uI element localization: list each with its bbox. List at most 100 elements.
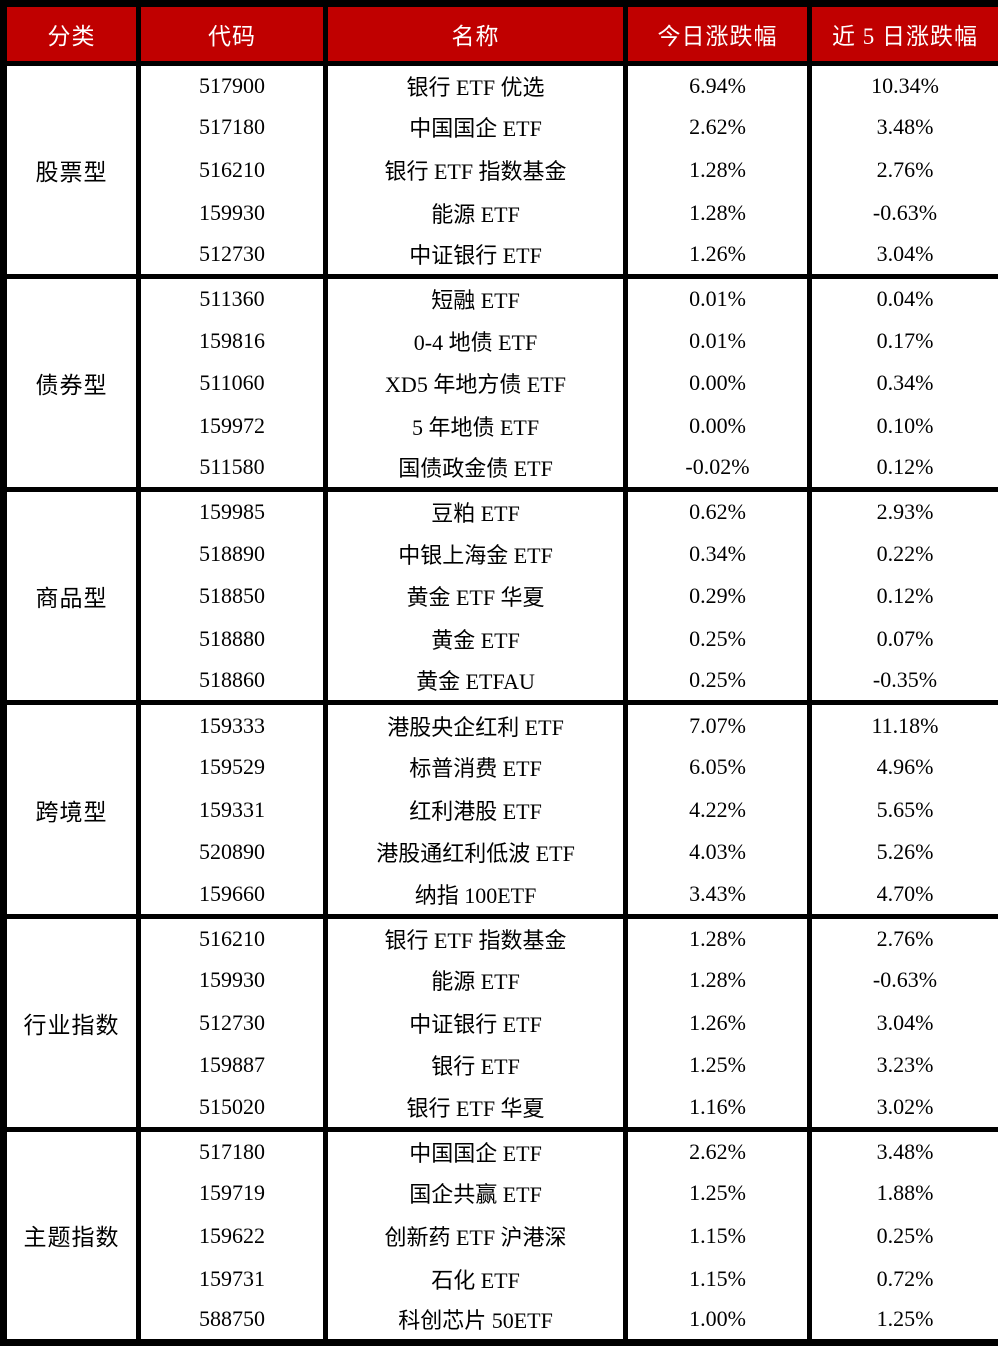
name-cell: 石化 ETF bbox=[323, 1257, 628, 1300]
today-change-cell: 3.43% bbox=[623, 873, 812, 917]
code-cell: 159331 bbox=[136, 788, 328, 831]
name-cell: 标普消费 ETF bbox=[323, 745, 628, 789]
name-cell: 中证银行 ETF bbox=[323, 1001, 628, 1044]
table-row: 512730 中证银行 ETF 1.26% 3.04% bbox=[4, 234, 998, 277]
five-day-change-cell: 2.93% bbox=[807, 489, 998, 533]
code-cell: 518890 bbox=[136, 532, 328, 576]
five-day-change-cell: 2.76% bbox=[807, 148, 998, 192]
five-day-change-cell: 4.70% bbox=[807, 873, 998, 917]
today-change-cell: 1.26% bbox=[623, 234, 812, 277]
table-row: 主题指数 517180 中国国企 ETF 2.62% 3.48% bbox=[1, 1129, 998, 1343]
name-cell: 中国国企 ETF bbox=[323, 106, 628, 149]
table-row: 159731 石化 ETF 1.15% 0.72% bbox=[4, 1257, 998, 1300]
code-cell: 159930 bbox=[136, 958, 328, 1002]
code-cell: 159972 bbox=[136, 404, 328, 448]
category-cell: 债券型 bbox=[1, 276, 141, 490]
today-change-cell: 0.62% bbox=[623, 489, 812, 533]
today-change-cell: 6.94% bbox=[623, 63, 812, 107]
today-change-cell: 0.01% bbox=[623, 276, 812, 320]
five-day-change-cell: 5.26% bbox=[807, 830, 998, 874]
today-change-cell: 1.26% bbox=[623, 1001, 812, 1044]
code-cell: 159816 bbox=[136, 319, 328, 362]
table-row: 159331 红利港股 ETF 4.22% 5.65% bbox=[4, 788, 998, 831]
name-cell: 国企共赢 ETF bbox=[323, 1171, 628, 1215]
table-row: 518880 黄金 ETF 0.25% 0.07% bbox=[4, 617, 998, 661]
code-cell: 159930 bbox=[136, 191, 328, 234]
name-cell: 港股央企红利 ETF bbox=[323, 702, 628, 746]
table-row: 159719 国企共赢 ETF 1.25% 1.88% bbox=[4, 1171, 998, 1215]
category-cell: 股票型 bbox=[1, 63, 141, 277]
today-change-cell: -0.02% bbox=[623, 447, 812, 490]
today-change-cell: 1.28% bbox=[623, 191, 812, 234]
table-row: 512730 中证银行 ETF 1.26% 3.04% bbox=[4, 1001, 998, 1044]
today-change-cell: 1.28% bbox=[623, 916, 812, 959]
table-row: 588750 科创芯片 50ETF 1.00% 1.25% bbox=[4, 1299, 998, 1343]
five-day-change-cell: 3.02% bbox=[807, 1086, 998, 1130]
code-cell: 517900 bbox=[136, 63, 328, 107]
today-change-cell: 6.05% bbox=[623, 745, 812, 789]
code-cell: 518880 bbox=[136, 617, 328, 661]
header-name: 名称 bbox=[323, 1, 628, 66]
table-row: 159660 纳指 100ETF 3.43% 4.70% bbox=[4, 873, 998, 917]
name-cell: XD5 年地方债 ETF bbox=[323, 361, 628, 405]
today-change-cell: 1.28% bbox=[623, 958, 812, 1002]
today-change-cell: 1.25% bbox=[623, 1044, 812, 1087]
code-cell: 516210 bbox=[136, 148, 328, 192]
five-day-change-cell: 0.10% bbox=[807, 404, 998, 448]
table-row: 518860 黄金 ETFAU 0.25% -0.35% bbox=[4, 660, 998, 703]
table-row: 股票型 517900 银行 ETF 优选 6.94% 10.34% bbox=[1, 63, 998, 277]
code-cell: 518860 bbox=[136, 660, 328, 703]
five-day-change-cell: 0.12% bbox=[807, 575, 998, 618]
table-row: 行业指数 516210 银行 ETF 指数基金 1.28% 2.76% bbox=[1, 916, 998, 1130]
five-day-change-cell: 2.76% bbox=[807, 916, 998, 959]
table-header: 分类 代码 名称 今日涨跌幅 近 5 日涨跌幅 bbox=[1, 1, 998, 66]
five-day-change-cell: 1.25% bbox=[807, 1299, 998, 1343]
name-cell: 短融 ETF bbox=[323, 276, 628, 320]
name-cell: 国债政金债 ETF bbox=[323, 447, 628, 490]
code-cell: 159529 bbox=[136, 745, 328, 789]
table-row: 511060 XD5 年地方债 ETF 0.00% 0.34% bbox=[4, 361, 998, 405]
table-row: 159930 能源 ETF 1.28% -0.63% bbox=[4, 958, 998, 1002]
five-day-change-cell: 0.72% bbox=[807, 1257, 998, 1300]
category-cell: 行业指数 bbox=[1, 916, 141, 1130]
five-day-change-cell: 3.48% bbox=[807, 106, 998, 149]
table-row: 159622 创新药 ETF 沪港深 1.15% 0.25% bbox=[4, 1214, 998, 1258]
name-cell: 银行 ETF 华夏 bbox=[323, 1086, 628, 1130]
code-cell: 511360 bbox=[136, 276, 328, 320]
name-cell: 中证银行 ETF bbox=[323, 234, 628, 277]
table-row: 518890 中银上海金 ETF 0.34% 0.22% bbox=[4, 532, 998, 576]
five-day-change-cell: 0.22% bbox=[807, 532, 998, 576]
name-cell: 黄金 ETF bbox=[323, 617, 628, 661]
code-cell: 511580 bbox=[136, 447, 328, 490]
today-change-cell: 1.00% bbox=[623, 1299, 812, 1343]
name-cell: 银行 ETF 指数基金 bbox=[323, 148, 628, 192]
code-cell: 517180 bbox=[136, 1129, 328, 1172]
today-change-cell: 2.62% bbox=[623, 106, 812, 149]
code-cell: 515020 bbox=[136, 1086, 328, 1130]
code-cell: 512730 bbox=[136, 1001, 328, 1044]
code-cell: 159660 bbox=[136, 873, 328, 917]
name-cell: 能源 ETF bbox=[323, 191, 628, 234]
code-cell: 516210 bbox=[136, 916, 328, 959]
name-cell: 银行 ETF 指数基金 bbox=[323, 916, 628, 959]
today-change-cell: 0.01% bbox=[623, 319, 812, 362]
category-cell: 跨境型 bbox=[1, 702, 141, 917]
category-group: 债券型 511360 短融 ETF 0.01% 0.04% 159816 0-4 地债 ET… bbox=[1, 276, 998, 490]
code-cell: 518850 bbox=[136, 575, 328, 618]
category-cell: 主题指数 bbox=[1, 1129, 141, 1343]
table-row: 159972 5 年地债 ETF 0.00% 0.10% bbox=[4, 404, 998, 448]
table-row: 159816 0-4 地债 ETF 0.01% 0.17% bbox=[4, 319, 998, 362]
header-category: 分类 bbox=[1, 1, 141, 66]
code-cell: 159622 bbox=[136, 1214, 328, 1258]
name-cell: 科创芯片 50ETF bbox=[323, 1299, 628, 1343]
five-day-change-cell: 0.34% bbox=[807, 361, 998, 405]
name-cell: 5 年地债 ETF bbox=[323, 404, 628, 448]
five-day-change-cell: 0.04% bbox=[807, 276, 998, 320]
name-cell: 创新药 ETF 沪港深 bbox=[323, 1214, 628, 1258]
category-group: 行业指数 516210 银行 ETF 指数基金 1.28% 2.76% 159930 能源 … bbox=[1, 916, 998, 1130]
five-day-change-cell: 11.18% bbox=[807, 702, 998, 746]
category-group: 跨境型 159333 港股央企红利 ETF 7.07% 11.18% 159529 标普消费… bbox=[1, 702, 998, 917]
category-group: 主题指数 517180 中国国企 ETF 2.62% 3.48% 159719 国企共赢 E… bbox=[1, 1129, 998, 1343]
today-change-cell: 7.07% bbox=[623, 702, 812, 746]
